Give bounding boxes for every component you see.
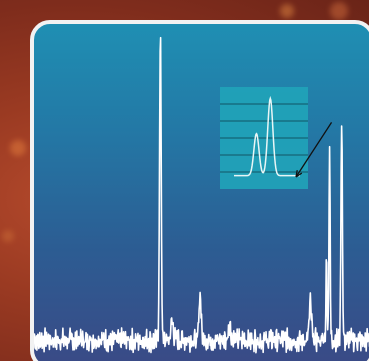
background-bokeh — [280, 4, 294, 18]
background-bokeh — [10, 140, 26, 156]
spectrum-panel — [30, 20, 369, 361]
background-bokeh — [2, 230, 14, 242]
spectrum-series-line — [34, 36, 369, 354]
background-bokeh — [330, 2, 348, 20]
inset-series-line — [234, 95, 300, 177]
spectrum-chart — [34, 36, 369, 354]
annotation-arrow — [295, 122, 333, 178]
annotation-arrow-head — [295, 169, 303, 178]
